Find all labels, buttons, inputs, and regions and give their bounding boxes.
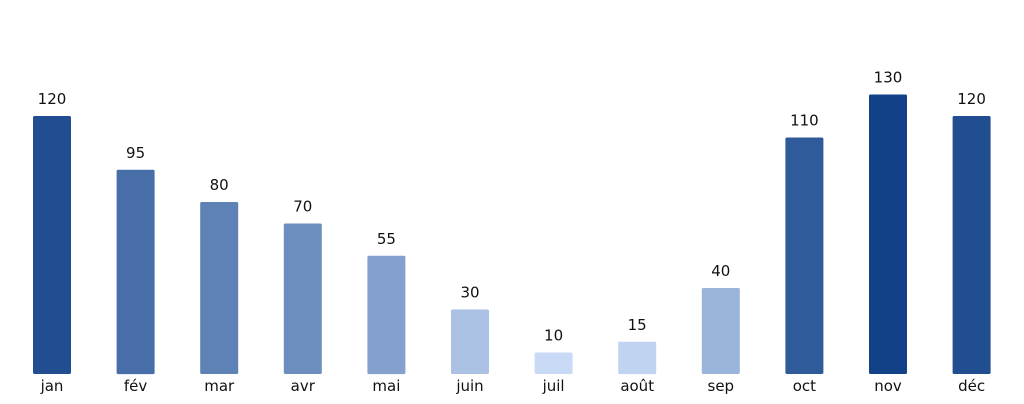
value-label-juil: 10 [544,327,563,345]
bar-jan [33,116,71,374]
value-label-mar: 80 [210,176,229,194]
value-label-sep: 40 [711,262,730,280]
value-label-août: 15 [628,316,647,334]
x-tick-label-avr: avr [291,377,316,395]
bar-mai [367,255,406,375]
x-tick-label-oct: oct [793,377,816,395]
x-tick-label-juin: juin [455,377,483,395]
value-label-jan: 120 [38,90,67,108]
bar-déc [952,116,991,374]
value-label-déc: 120 [957,90,986,108]
value-label-mai: 55 [377,230,396,248]
x-tick-label-sep: sep [708,377,735,395]
value-label-juin: 30 [460,284,479,302]
value-label-avr: 70 [293,198,312,216]
x-tick-label-jan: jan [40,377,64,395]
x-tick-labels-group: jan fév mar avr mai juin juil août sep oct nov déc [40,377,986,395]
x-tick-label-mai: mai [372,377,400,395]
value-label-oct: 110 [790,112,819,130]
x-tick-label-juil: juil [542,377,565,395]
bar-août [618,341,657,375]
x-tick-label-mar: mar [204,377,235,395]
bars-group [33,94,991,375]
bar-juil [534,352,573,374]
value-label-nov: 130 [874,69,903,87]
bar-mar [200,202,239,374]
bar-fév [116,169,155,375]
x-tick-label-août: août [620,377,654,395]
x-tick-label-nov: nov [874,377,902,395]
x-tick-label-fév: fév [124,377,148,395]
bar-oct [785,137,824,374]
value-labels-group: 120 95 80 70 55 30 10 15 40 110 130 120 [38,69,986,345]
x-tick-label-déc: déc [958,377,985,395]
bar-avr [283,223,322,374]
bar-juin [451,309,489,374]
value-label-fév: 95 [126,144,145,162]
bar-nov [869,94,907,374]
bar-sep [701,288,740,374]
